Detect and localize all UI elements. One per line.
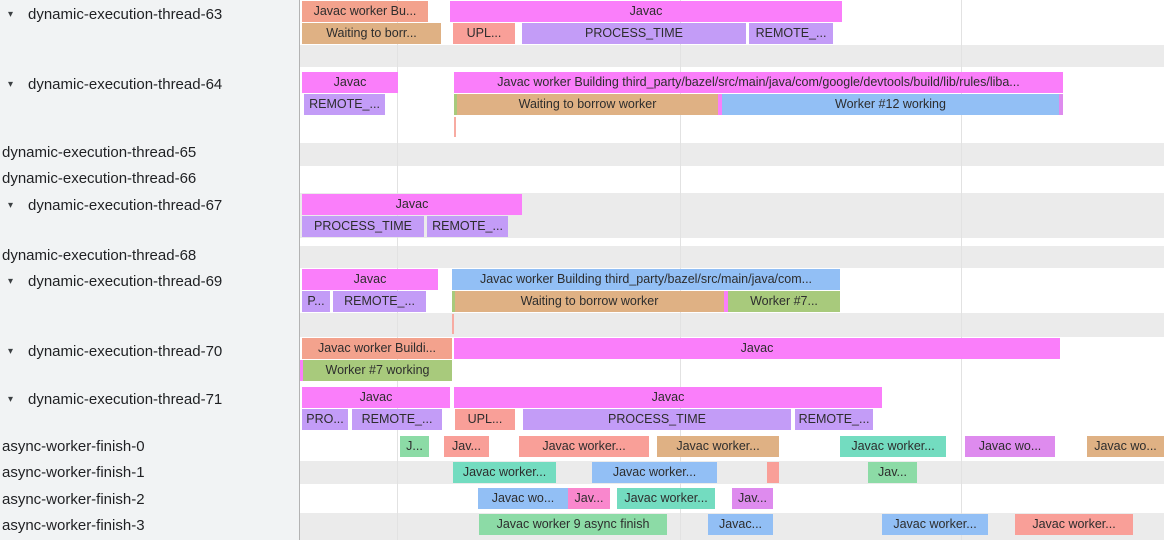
- thread-name: dynamic-execution-thread-71: [28, 391, 223, 408]
- row-stripe: [300, 143, 1164, 166]
- trace-slice[interactable]: Javac: [302, 269, 438, 290]
- trace-slice[interactable]: J...: [400, 436, 429, 457]
- trace-slice[interactable]: Javac wo...: [965, 436, 1055, 457]
- collapse-arrow-icon[interactable]: ▾: [8, 79, 14, 90]
- trace-slice[interactable]: Javac...: [708, 514, 773, 535]
- trace-slice[interactable]: Waiting to borr...: [302, 23, 441, 44]
- thread-name: async-worker-finish-1: [2, 464, 145, 481]
- trace-slice[interactable]: Javac worker 9 async finish: [479, 514, 667, 535]
- trace-slice[interactable]: Javac worker...: [519, 436, 649, 457]
- trace-slice[interactable]: [767, 462, 779, 483]
- trace-slice[interactable]: REMOTE_...: [333, 291, 426, 312]
- thread-label[interactable]: ▾ dynamic-execution-thread-63: [0, 5, 222, 25]
- thread-label[interactable]: dynamic-execution-thread-66: [0, 169, 196, 189]
- trace-slice[interactable]: Javac: [302, 387, 450, 408]
- trace-slice[interactable]: [454, 94, 457, 115]
- trace-slice[interactable]: Javac worker...: [657, 436, 779, 457]
- instant-event-tick[interactable]: [452, 314, 454, 334]
- thread-label[interactable]: async-worker-finish-2: [0, 490, 145, 510]
- trace-slice[interactable]: PRO...: [302, 409, 348, 430]
- trace-slice[interactable]: PROCESS_TIME: [523, 409, 791, 430]
- thread-name: dynamic-execution-thread-65: [2, 144, 197, 161]
- trace-slice[interactable]: Javac worker...: [592, 462, 717, 483]
- thread-name: dynamic-execution-thread-70: [28, 343, 223, 360]
- timeline-canvas[interactable]: Javac worker Bu... Javac Waiting to borr..…: [300, 0, 1164, 540]
- trace-slice[interactable]: [724, 291, 728, 312]
- trace-slice[interactable]: Javac worker...: [840, 436, 946, 457]
- trace-slice[interactable]: Worker #7 working: [303, 360, 452, 381]
- trace-slice[interactable]: Javac wo...: [1087, 436, 1164, 457]
- thread-name: dynamic-execution-thread-64: [28, 76, 223, 93]
- trace-slice[interactable]: Jav...: [732, 488, 773, 509]
- trace-slice[interactable]: Javac worker Bu...: [302, 1, 428, 22]
- time-gridline: [961, 0, 962, 540]
- thread-name: dynamic-execution-thread-63: [28, 6, 223, 23]
- trace-slice[interactable]: Javac worker...: [617, 488, 715, 509]
- trace-slice[interactable]: [1059, 94, 1063, 115]
- thread-label[interactable]: async-worker-finish-3: [0, 516, 145, 536]
- thread-name: async-worker-finish-2: [2, 491, 145, 508]
- trace-slice[interactable]: Worker #7...: [728, 291, 840, 312]
- trace-slice[interactable]: P...: [302, 291, 330, 312]
- trace-slice[interactable]: Worker #12 working: [722, 94, 1059, 115]
- trace-slice[interactable]: REMOTE_...: [749, 23, 833, 44]
- trace-slice[interactable]: Javac worker...: [1015, 514, 1133, 535]
- trace-slice[interactable]: REMOTE_...: [795, 409, 873, 430]
- trace-slice[interactable]: UPL...: [455, 409, 515, 430]
- trace-slice[interactable]: PROCESS_TIME: [302, 216, 424, 237]
- trace-slice[interactable]: Javac worker...: [882, 514, 988, 535]
- thread-label[interactable]: dynamic-execution-thread-68: [0, 246, 196, 266]
- trace-slice[interactable]: Javac: [302, 72, 398, 93]
- collapse-arrow-icon[interactable]: ▾: [8, 346, 14, 357]
- thread-name: dynamic-execution-thread-68: [2, 247, 197, 264]
- trace-slice[interactable]: Javac: [454, 338, 1060, 359]
- trace-slice[interactable]: REMOTE_...: [427, 216, 508, 237]
- thread-label[interactable]: async-worker-finish-0: [0, 437, 145, 457]
- trace-slice[interactable]: Javac worker...: [453, 462, 556, 483]
- thread-label[interactable]: ▾ dynamic-execution-thread-64: [0, 75, 222, 95]
- trace-slice[interactable]: Jav...: [568, 488, 610, 509]
- trace-slice[interactable]: Javac wo...: [478, 488, 568, 509]
- trace-slice[interactable]: Waiting to borrow worker: [457, 94, 718, 115]
- thread-label[interactable]: ▾ dynamic-execution-thread-70: [0, 342, 222, 362]
- trace-slice[interactable]: [300, 360, 303, 381]
- collapse-arrow-icon[interactable]: ▾: [8, 394, 14, 405]
- row-stripe: [300, 461, 1164, 484]
- trace-slice[interactable]: Jav...: [868, 462, 917, 483]
- collapse-arrow-icon[interactable]: ▾: [8, 9, 14, 20]
- thread-label[interactable]: ▾ dynamic-execution-thread-71: [0, 390, 222, 410]
- thread-name: dynamic-execution-thread-66: [2, 170, 197, 187]
- trace-slice[interactable]: [718, 94, 722, 115]
- trace-slice[interactable]: [452, 291, 455, 312]
- thread-label[interactable]: ▾ dynamic-execution-thread-67: [0, 196, 222, 216]
- thread-name: async-worker-finish-3: [2, 517, 145, 534]
- trace-slice[interactable]: REMOTE_...: [304, 94, 385, 115]
- instant-event-tick[interactable]: [454, 117, 456, 137]
- row-stripe: [300, 45, 1164, 67]
- thread-label[interactable]: ▾ dynamic-execution-thread-69: [0, 272, 222, 292]
- trace-slice[interactable]: Javac: [302, 194, 522, 215]
- row-stripe: [300, 313, 1164, 337]
- thread-label[interactable]: async-worker-finish-1: [0, 463, 145, 483]
- row-stripe: [300, 246, 1164, 268]
- thread-list-sidebar: ▾ dynamic-execution-thread-63 ▾ dynamic-exe…: [0, 0, 300, 540]
- thread-name: dynamic-execution-thread-67: [28, 197, 223, 214]
- trace-slice[interactable]: Javac worker Building third_party/bazel/…: [454, 72, 1063, 93]
- trace-slice[interactable]: Jav...: [444, 436, 489, 457]
- collapse-arrow-icon[interactable]: ▾: [8, 276, 14, 287]
- thread-name: dynamic-execution-thread-69: [28, 273, 223, 290]
- thread-name: async-worker-finish-0: [2, 438, 145, 455]
- trace-slice[interactable]: PROCESS_TIME: [522, 23, 746, 44]
- trace-slice[interactable]: Javac worker Buildi...: [302, 338, 452, 359]
- thread-label[interactable]: dynamic-execution-thread-65: [0, 143, 196, 163]
- trace-slice[interactable]: Waiting to borrow worker: [455, 291, 724, 312]
- trace-slice[interactable]: UPL...: [453, 23, 515, 44]
- collapse-arrow-icon[interactable]: ▾: [8, 200, 14, 211]
- trace-slice[interactable]: Javac: [450, 1, 842, 22]
- trace-slice[interactable]: Javac: [454, 387, 882, 408]
- trace-slice[interactable]: Javac worker Building third_party/bazel/…: [452, 269, 840, 290]
- trace-slice[interactable]: REMOTE_...: [352, 409, 442, 430]
